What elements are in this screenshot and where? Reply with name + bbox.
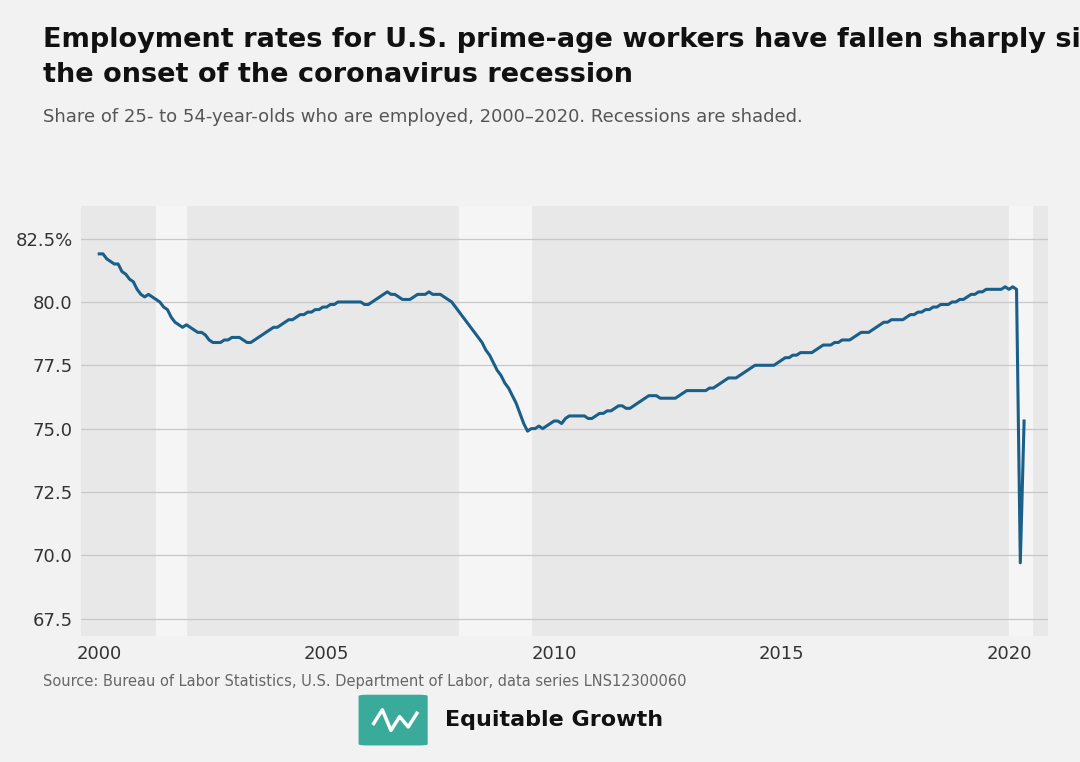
Text: Employment rates for U.S. prime-age workers have fallen sharply since: Employment rates for U.S. prime-age work… <box>43 27 1080 53</box>
Bar <box>156 206 187 636</box>
Text: the onset of the coronavirus recession: the onset of the coronavirus recession <box>43 62 633 88</box>
Text: Share of 25- to 54-year-olds who are employed, 2000–2020. Recessions are shaded.: Share of 25- to 54-year-olds who are emp… <box>43 108 802 126</box>
FancyBboxPatch shape <box>359 695 428 745</box>
Text: Equitable Growth: Equitable Growth <box>445 710 663 730</box>
Bar <box>1009 206 1031 636</box>
Text: Source: Bureau of Labor Statistics, U.S. Department of Labor, data series LNS123: Source: Bureau of Labor Statistics, U.S.… <box>43 674 687 690</box>
Bar <box>459 206 531 636</box>
